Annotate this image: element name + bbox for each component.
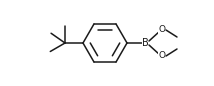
Text: B: B (142, 38, 148, 48)
Text: O: O (159, 26, 165, 34)
Text: O: O (159, 52, 165, 60)
